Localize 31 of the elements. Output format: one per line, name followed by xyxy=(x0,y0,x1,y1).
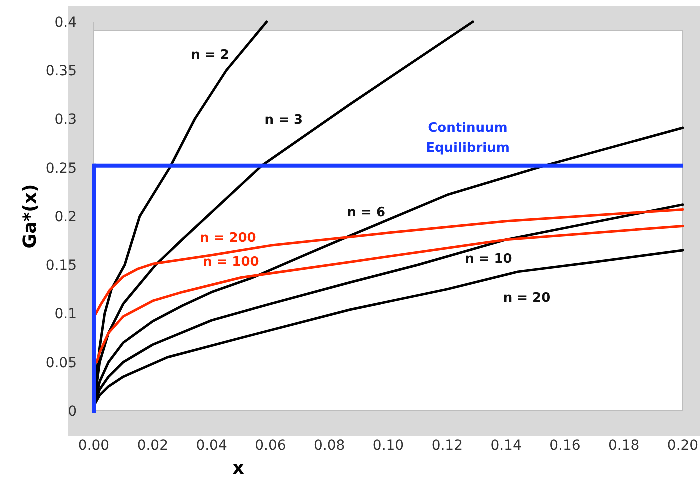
series-label: n = 100 xyxy=(202,255,260,270)
x-tick-label: 0.04 xyxy=(196,438,228,454)
x-tick-label: 0.08 xyxy=(314,438,346,454)
series-label: n = 10 xyxy=(465,252,512,268)
series-label: n = 3 xyxy=(264,113,304,128)
y-tick-label: 0.35 xyxy=(46,64,77,80)
x-tick-label: 0.14 xyxy=(490,438,522,454)
x-tick-label: 0.16 xyxy=(550,438,581,454)
y-tick-label: 0.1 xyxy=(54,306,77,323)
ref-line-label: Continuum Equilibrium xyxy=(426,120,510,156)
series-label: n = 20 xyxy=(503,291,551,306)
series-label: n = 2 xyxy=(191,48,230,63)
line-series xyxy=(96,224,684,364)
y-tick-label: 0.05 xyxy=(46,355,77,372)
x-tick-label: 0.18 xyxy=(608,438,640,454)
y-tick-label: 0.2 xyxy=(54,209,77,226)
x-tick-label: 0.02 xyxy=(137,438,168,454)
y-tick-label: 0.25 xyxy=(46,160,77,177)
x-axis-title: x xyxy=(232,458,245,479)
x-tick-label: 0.12 xyxy=(432,438,463,454)
y-tick-label: 0 xyxy=(68,404,77,420)
x-tick-label: 0.10 xyxy=(372,438,404,454)
x-tick-label: 0.06 xyxy=(255,438,286,454)
series-label: n = 200 xyxy=(200,230,256,246)
y-tick-label: 0.4 xyxy=(54,14,78,31)
y-axis-title: Ga*(x) xyxy=(20,184,41,249)
y-tick-label: 0.15 xyxy=(46,258,77,274)
series-label: n = 6 xyxy=(347,206,386,220)
x-tick-label: 0.00 xyxy=(78,438,110,454)
x-tick-label: 0.20 xyxy=(667,438,699,454)
y-tick-label: 0.3 xyxy=(54,112,77,128)
